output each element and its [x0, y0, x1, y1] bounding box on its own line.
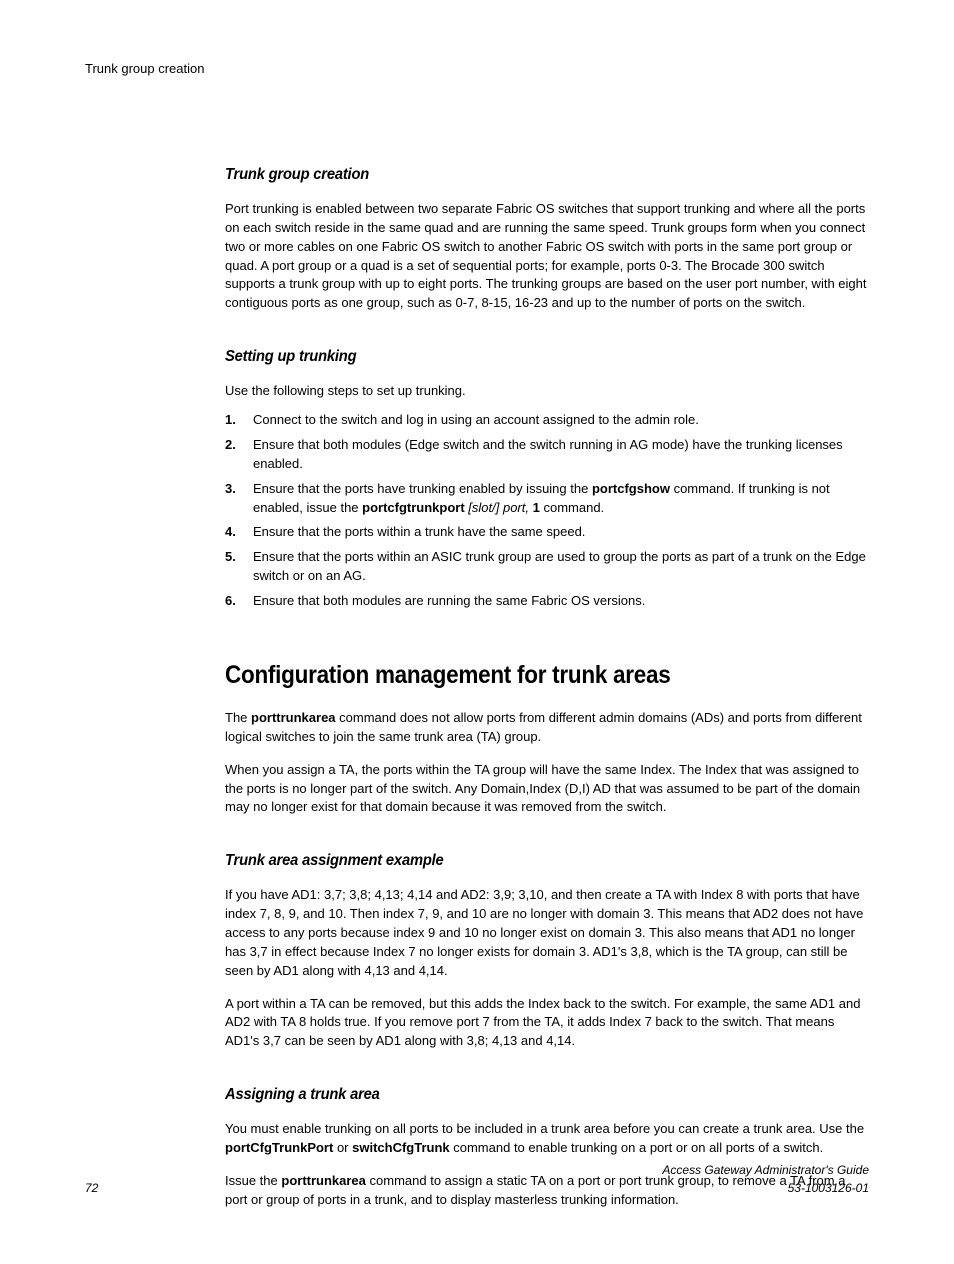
step-item: Ensure that the ports have trunking enab… — [225, 480, 869, 518]
step-item: Ensure that the ports within an ASIC tru… — [225, 548, 869, 586]
cmd-portcfgshow: portcfgshow — [592, 481, 670, 496]
cmd-portcfgtrunkport: portCfgTrunkPort — [225, 1140, 333, 1155]
step-item: Ensure that both modules are running the… — [225, 592, 869, 611]
steps-list: Connect to the switch and log in using a… — [225, 411, 869, 611]
text: You must enable trunking on all ports to… — [225, 1121, 864, 1136]
heading-config-mgmt: Configuration management for trunk areas — [225, 657, 805, 693]
heading-assigning-trunk-area: Assigning a trunk area — [225, 1083, 817, 1106]
para-setting-up-intro: Use the following steps to set up trunki… — [225, 382, 869, 401]
page-number: 72 — [85, 1180, 98, 1197]
step-text: Ensure that the ports have trunking enab… — [253, 481, 592, 496]
step-item: Ensure that both modules (Edge switch an… — [225, 436, 869, 474]
cmd-val: 1 — [533, 500, 540, 515]
para-example-1: If you have AD1: 3,7; 3,8; 4,13; 4,14 an… — [225, 886, 869, 980]
step-item: Ensure that the ports within a trunk hav… — [225, 523, 869, 542]
para-example-2: A port within a TA can be removed, but t… — [225, 995, 869, 1052]
para-assign-1: You must enable trunking on all ports to… — [225, 1120, 869, 1158]
text: The — [225, 710, 251, 725]
cmd-portcfgtrunkport: portcfgtrunkport — [362, 500, 465, 515]
footer-doc-info: Access Gateway Administrator's Guide 53-… — [662, 1162, 869, 1197]
para-config-mgmt-1: The porttrunkarea command does not allow… — [225, 709, 869, 747]
heading-trunk-area-example: Trunk area assignment example — [225, 849, 817, 872]
step-text: command. — [540, 500, 604, 515]
running-header: Trunk group creation — [85, 60, 869, 79]
para-trunk-group-creation: Port trunking is enabled between two sep… — [225, 200, 869, 313]
text: command to enable trunking on a port or … — [450, 1140, 824, 1155]
cmd-porttrunkarea: porttrunkarea — [251, 710, 336, 725]
text: or — [333, 1140, 352, 1155]
heading-trunk-group-creation: Trunk group creation — [225, 163, 817, 186]
para-config-mgmt-2: When you assign a TA, the ports within t… — [225, 761, 869, 818]
step-item: Connect to the switch and log in using a… — [225, 411, 869, 430]
cmd-arg: [slot/] port, — [465, 500, 529, 515]
doc-title: Access Gateway Administrator's Guide — [662, 1162, 869, 1179]
doc-number: 53-1003126-01 — [662, 1180, 869, 1197]
heading-setting-up-trunking: Setting up trunking — [225, 345, 817, 368]
page-footer: 72 Access Gateway Administrator's Guide … — [85, 1162, 869, 1197]
main-content: Trunk group creation Port trunking is en… — [225, 163, 869, 1210]
cmd-switchcfgtrunk: switchCfgTrunk — [352, 1140, 450, 1155]
